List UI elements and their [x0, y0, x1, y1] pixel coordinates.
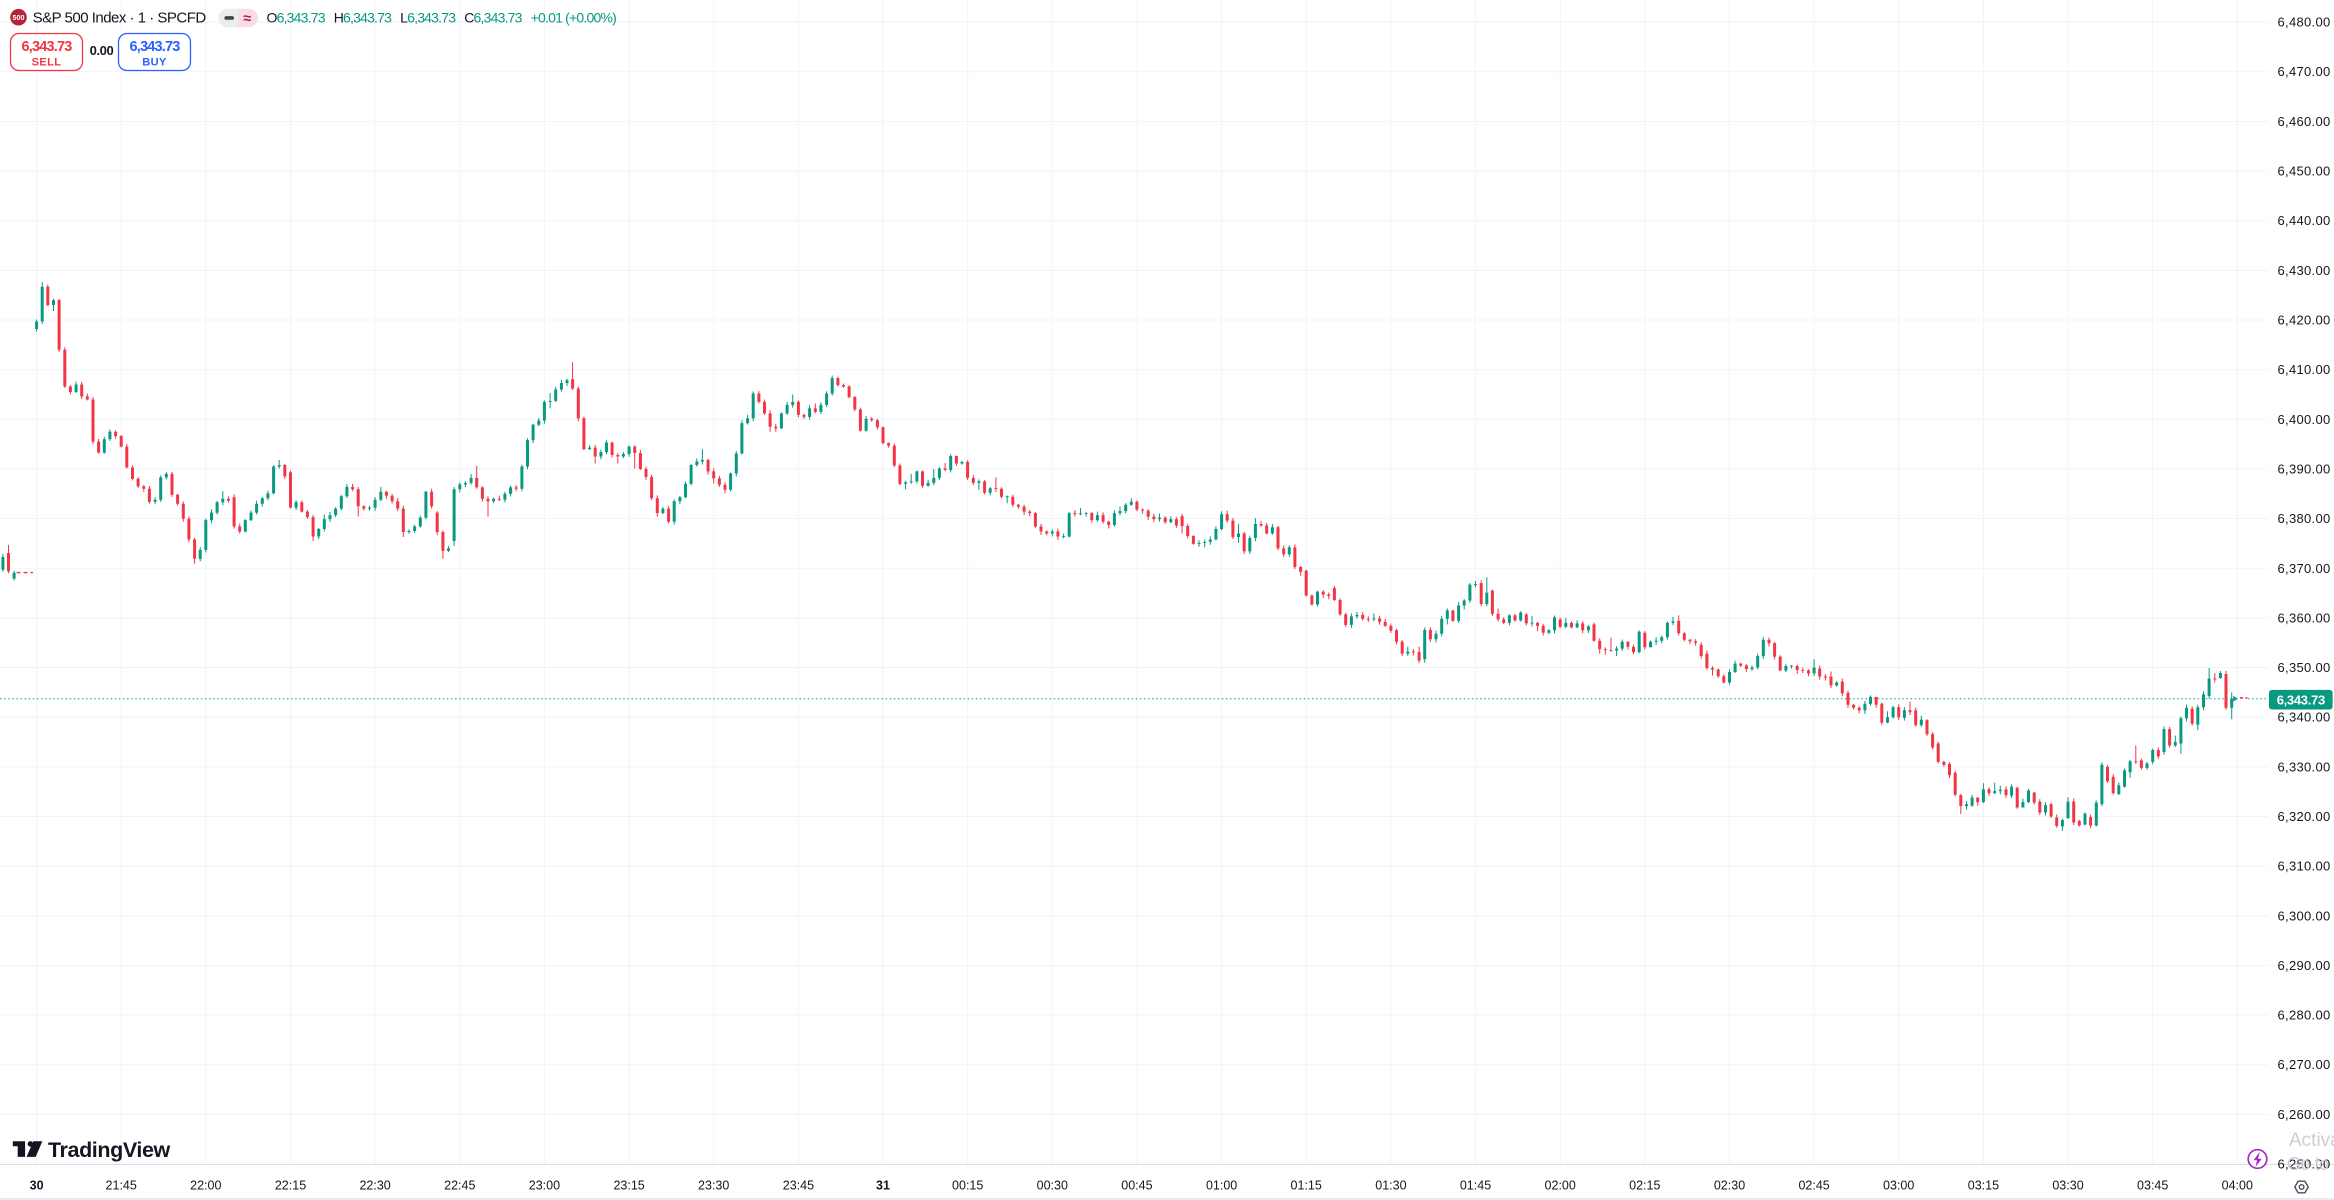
svg-text:6,280.00: 6,280.00 [2278, 1008, 2331, 1023]
svg-text:00:45: 00:45 [1121, 1179, 1152, 1193]
svg-text:03:30: 03:30 [2052, 1179, 2083, 1193]
svg-text:6,370.00: 6,370.00 [2278, 561, 2331, 576]
svg-text:6,343.73: 6,343.73 [21, 39, 72, 55]
svg-text:6,250.00: 6,250.00 [2278, 1157, 2331, 1172]
svg-text:6,343.73: 6,343.73 [2277, 692, 2325, 707]
svg-text:6,430.00: 6,430.00 [2278, 263, 2331, 278]
svg-text:21:45: 21:45 [106, 1179, 137, 1193]
svg-text:6,260.00: 6,260.00 [2278, 1107, 2331, 1122]
svg-text:Activate: Activate [2289, 1130, 2334, 1151]
svg-text:6,330.00: 6,330.00 [2278, 759, 2331, 774]
svg-text:01:15: 01:15 [1291, 1179, 1322, 1193]
svg-text:23:30: 23:30 [698, 1179, 729, 1193]
svg-text:6,440.00: 6,440.00 [2278, 213, 2331, 228]
svg-text:6,350.00: 6,350.00 [2278, 660, 2331, 675]
svg-text:6,400.00: 6,400.00 [2278, 412, 2331, 427]
svg-text:6,450.00: 6,450.00 [2278, 164, 2331, 179]
svg-text:02:30: 02:30 [1714, 1179, 1745, 1193]
svg-text:01:00: 01:00 [1206, 1179, 1237, 1193]
svg-text:500: 500 [13, 13, 25, 22]
svg-text:6,460.00: 6,460.00 [2278, 114, 2331, 129]
svg-text:6,380.00: 6,380.00 [2278, 511, 2331, 526]
svg-text:23:15: 23:15 [613, 1179, 644, 1193]
svg-text:00:15: 00:15 [952, 1179, 983, 1193]
svg-text:22:30: 22:30 [359, 1179, 390, 1193]
svg-text:6,480.00: 6,480.00 [2278, 15, 2331, 30]
svg-text:SELL: SELL [32, 57, 62, 69]
svg-text:6,320.00: 6,320.00 [2278, 809, 2331, 824]
svg-text:22:45: 22:45 [444, 1179, 475, 1193]
svg-text:02:45: 02:45 [1798, 1179, 1829, 1193]
svg-text:Go to S: Go to S [2287, 1154, 2334, 1174]
svg-text:31: 31 [876, 1179, 890, 1193]
svg-text:6,270.00: 6,270.00 [2278, 1057, 2331, 1072]
svg-text:6,470.00: 6,470.00 [2278, 64, 2331, 79]
svg-text:04:00: 04:00 [2222, 1179, 2253, 1193]
svg-text:22:15: 22:15 [275, 1179, 306, 1193]
svg-text:6,410.00: 6,410.00 [2278, 362, 2331, 377]
svg-text:6,290.00: 6,290.00 [2278, 958, 2331, 973]
svg-text:01:45: 01:45 [1460, 1179, 1491, 1193]
svg-text:S&P 500 Index · 1 · SPCFD: S&P 500 Index · 1 · SPCFD [33, 9, 207, 26]
svg-text:22:00: 22:00 [190, 1179, 221, 1193]
svg-text:00:30: 00:30 [1037, 1179, 1068, 1193]
svg-text:6,340.00: 6,340.00 [2278, 710, 2331, 725]
svg-text:30: 30 [30, 1179, 44, 1193]
svg-text:6,390.00: 6,390.00 [2278, 461, 2331, 476]
svg-text:TradingView: TradingView [48, 1138, 171, 1162]
svg-text:02:00: 02:00 [1545, 1179, 1576, 1193]
svg-text:01:30: 01:30 [1375, 1179, 1406, 1193]
svg-text:6,360.00: 6,360.00 [2278, 610, 2331, 625]
svg-text:6,310.00: 6,310.00 [2278, 859, 2331, 874]
svg-text:03:15: 03:15 [1968, 1179, 1999, 1193]
svg-text:03:00: 03:00 [1883, 1179, 1914, 1193]
svg-text:6,420.00: 6,420.00 [2278, 313, 2331, 328]
svg-text:6,300.00: 6,300.00 [2278, 908, 2331, 923]
svg-text:02:15: 02:15 [1629, 1179, 1660, 1193]
svg-text:BUY: BUY [142, 57, 167, 69]
svg-text:03:45: 03:45 [2137, 1179, 2168, 1193]
svg-text:0.00: 0.00 [90, 43, 114, 58]
svg-text:6,343.73: 6,343.73 [129, 39, 180, 55]
svg-text:23:45: 23:45 [783, 1179, 814, 1193]
svg-text:≈: ≈ [243, 11, 251, 27]
svg-text:23:00: 23:00 [529, 1179, 560, 1193]
